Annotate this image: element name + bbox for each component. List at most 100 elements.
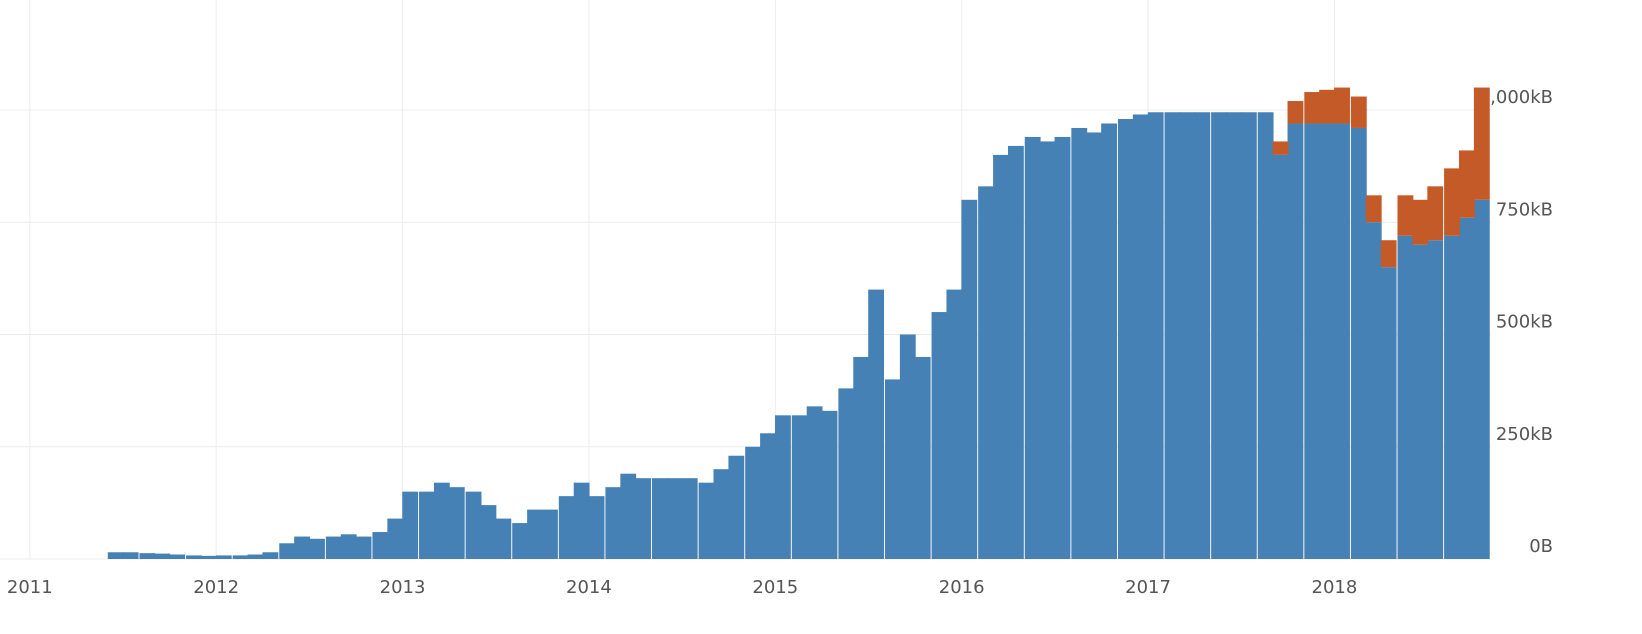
bar	[480, 505, 497, 559]
bar	[635, 478, 652, 559]
bar	[1380, 267, 1397, 559]
bar	[853, 356, 870, 559]
bar	[961, 199, 978, 559]
bar	[1350, 96, 1367, 128]
bar	[1211, 112, 1227, 559]
x-tick-label: 2015	[752, 577, 798, 598]
bar	[169, 554, 186, 559]
x-tick-label: 2018	[1312, 577, 1358, 598]
x-tick-label: 2017	[1125, 577, 1171, 598]
x-tick-label: 2013	[380, 577, 426, 598]
bar	[1412, 199, 1429, 245]
bar	[402, 491, 419, 559]
bar	[558, 496, 575, 559]
bar	[1427, 240, 1444, 560]
bar	[465, 491, 482, 559]
bar	[1226, 112, 1242, 559]
bar	[309, 538, 325, 559]
bar	[1304, 92, 1321, 124]
x-tick-label: 2014	[566, 577, 612, 598]
bar	[914, 356, 931, 559]
bar	[186, 555, 202, 559]
bar	[573, 482, 590, 559]
bar	[1194, 112, 1211, 559]
bar	[666, 478, 683, 559]
y-tick-label: 250kB	[1496, 424, 1553, 445]
bar	[542, 509, 558, 559]
bar	[1179, 112, 1196, 559]
bar	[1334, 87, 1350, 124]
bar	[868, 289, 885, 559]
bar	[1272, 154, 1289, 559]
bar	[946, 289, 963, 559]
bar	[372, 532, 389, 559]
bar	[978, 186, 994, 560]
bar	[1444, 168, 1460, 236]
y-tick-label: 0B	[1529, 536, 1553, 557]
bar	[340, 534, 357, 559]
bar	[215, 555, 232, 559]
bar	[993, 154, 1009, 559]
bar	[139, 553, 156, 559]
y-tick-label: 1,000kB	[1479, 87, 1553, 108]
bar	[1287, 101, 1304, 124]
bar	[884, 379, 901, 559]
bar	[355, 536, 372, 559]
bar	[1473, 87, 1490, 200]
bar	[652, 478, 668, 559]
bar	[1459, 150, 1475, 218]
bar	[154, 553, 171, 559]
bar	[791, 415, 808, 559]
bar	[1319, 123, 1336, 560]
bar	[1054, 136, 1071, 559]
bar	[1459, 217, 1475, 559]
bar	[1334, 123, 1350, 560]
bar	[247, 554, 264, 559]
bar	[605, 487, 622, 559]
bar	[821, 410, 838, 559]
bar	[387, 518, 404, 559]
bar	[899, 334, 916, 559]
bar	[1071, 127, 1088, 559]
bar	[838, 388, 855, 559]
bar	[588, 496, 605, 559]
bar	[1397, 195, 1414, 236]
bar	[1350, 127, 1367, 559]
bar	[713, 469, 730, 559]
bar	[806, 406, 823, 559]
bar	[294, 536, 310, 559]
bar	[681, 478, 698, 559]
bar	[760, 433, 776, 559]
bar	[1444, 235, 1460, 559]
bar	[1304, 123, 1321, 560]
bar	[495, 518, 512, 559]
bar	[512, 523, 529, 559]
bar	[1257, 112, 1274, 559]
bar	[1365, 222, 1382, 560]
x-tick-label: 2011	[7, 577, 53, 598]
bar	[1164, 112, 1181, 559]
bar	[1132, 114, 1149, 560]
y-tick-label: 750kB	[1496, 199, 1553, 220]
bar	[1101, 123, 1117, 560]
bar	[107, 552, 124, 559]
bar	[448, 487, 465, 559]
bar	[1024, 136, 1041, 559]
bar	[1473, 199, 1490, 559]
bar	[1240, 112, 1257, 559]
bar	[1365, 195, 1382, 223]
bar	[1117, 118, 1134, 559]
bar	[775, 415, 791, 559]
bar	[620, 473, 637, 559]
x-tick-label: 2016	[939, 577, 985, 598]
bar	[232, 555, 249, 559]
bar	[527, 509, 543, 559]
bar	[698, 482, 715, 559]
bar	[931, 312, 948, 559]
bar	[279, 543, 296, 559]
bar	[1039, 141, 1056, 560]
bar	[262, 552, 279, 559]
bar	[1397, 235, 1414, 559]
bar	[1272, 141, 1289, 155]
